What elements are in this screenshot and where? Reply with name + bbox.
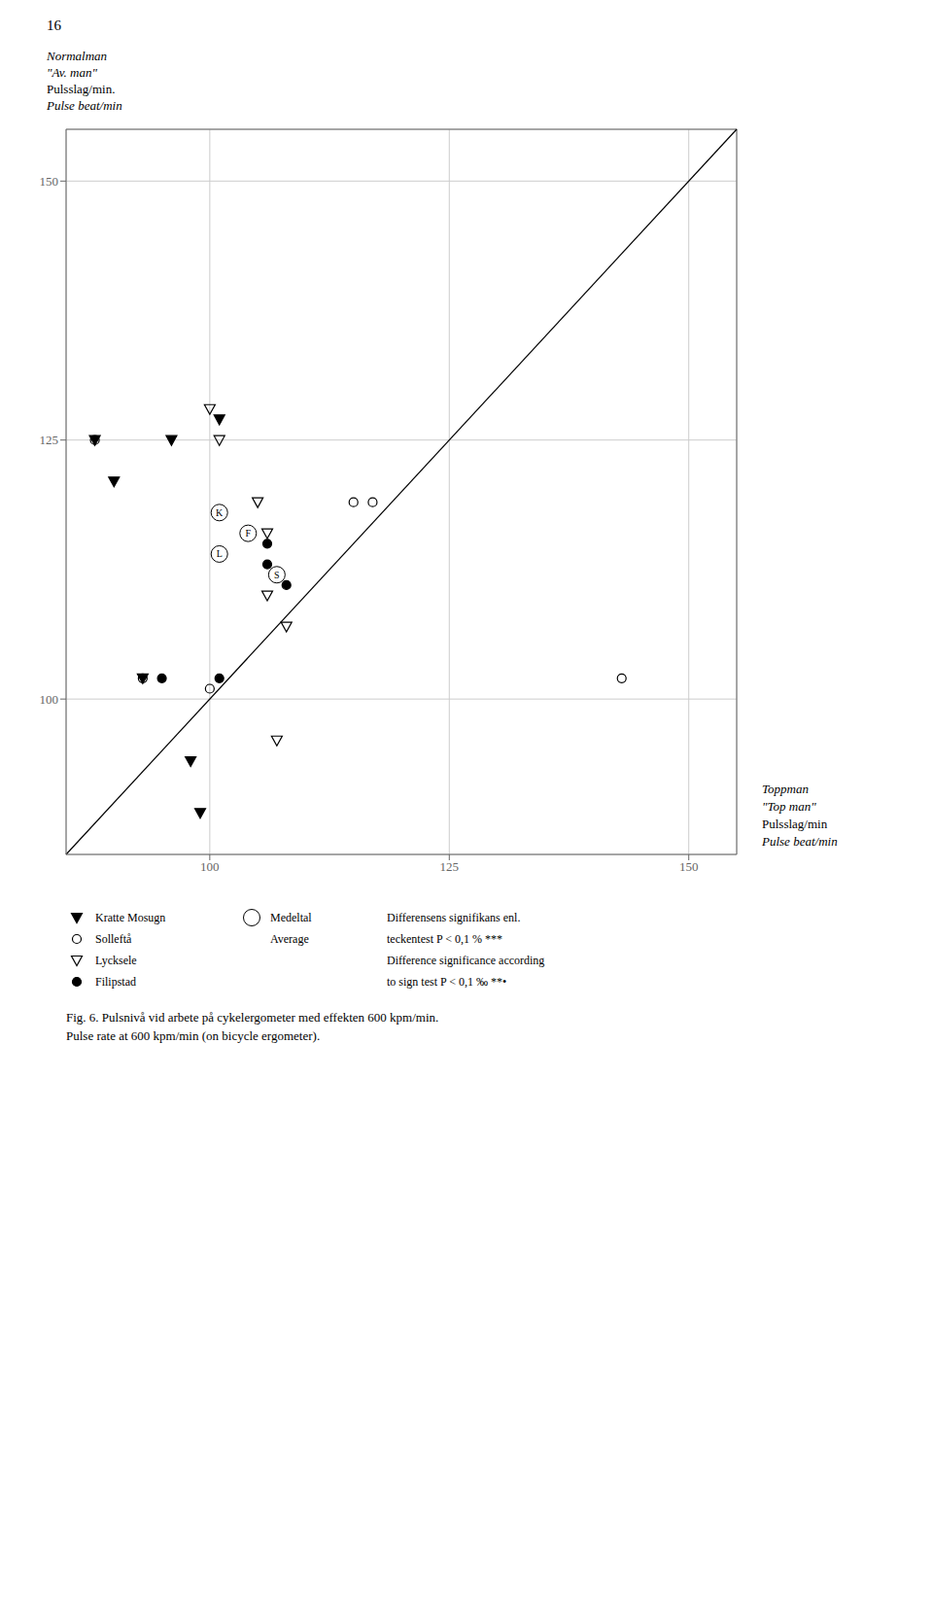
html-text:Medeltal: Medeltal — [270, 910, 312, 925]
html-text:Toppman: Toppman — [761, 781, 809, 796]
html-text:Difference significance accord: Difference significance according — [386, 953, 545, 968]
html-text:to sign test P < 0,1 ‰ **•: to sign test P < 0,1 ‰ **• — [386, 974, 507, 989]
html-text:teckentest P < 0,1 % ***: teckentest P < 0,1 % *** — [386, 932, 503, 946]
html-text:Kratte Mosugn: Kratte Mosugn — [95, 910, 166, 924]
html-text:Average: Average — [270, 932, 309, 946]
html-text:Solleftå: Solleftå — [95, 931, 132, 946]
svg-text:100: 100 — [39, 691, 60, 707]
html-text:Lycksele: Lycksele — [95, 952, 137, 967]
html-text:Pulsslag/min: Pulsslag/min — [761, 816, 828, 831]
html-text:"Av. man": "Av. man" — [46, 65, 97, 80]
svg-text:150: 150 — [679, 859, 699, 874]
svg-text:K: K — [215, 507, 224, 519]
html-text:Fig. 6. Pulsnivå vid arbete på: Fig. 6. Pulsnivå vid arbete på cykelergo… — [66, 1009, 439, 1025]
html-text:Differensens signifikans enl.: Differensens signifikans enl. — [386, 910, 521, 925]
svg-text:S: S — [274, 569, 280, 581]
html-text:16: 16 — [46, 17, 62, 34]
html-text:Filipstad: Filipstad — [95, 974, 137, 988]
svg-text:125: 125 — [440, 859, 460, 874]
svg-text:L: L — [216, 548, 223, 559]
svg-text:125: 125 — [39, 432, 60, 448]
svg-text:150: 150 — [39, 173, 60, 189]
svg-text:F: F — [245, 527, 252, 539]
html-text:Pulse beat/min: Pulse beat/min — [761, 833, 838, 849]
html-text:Pulse rate at 600 kpm/min (on: Pulse rate at 600 kpm/min (on bicycle er… — [66, 1028, 320, 1043]
html-text:"Top man": "Top man" — [761, 798, 816, 814]
html-text:Normalman: Normalman — [46, 48, 108, 64]
svg-text:100: 100 — [200, 859, 220, 874]
html-text:Pulse beat/min: Pulse beat/min — [46, 98, 123, 113]
html-text:Pulsslag/min.: Pulsslag/min. — [46, 81, 116, 97]
